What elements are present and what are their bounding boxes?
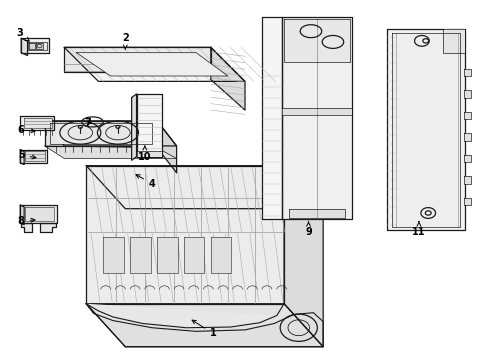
Polygon shape <box>284 166 323 347</box>
Polygon shape <box>49 123 152 144</box>
Polygon shape <box>464 176 471 184</box>
Polygon shape <box>137 151 162 157</box>
Text: 9: 9 <box>305 221 312 237</box>
Polygon shape <box>20 205 24 225</box>
Polygon shape <box>45 146 176 158</box>
Polygon shape <box>36 43 43 49</box>
Text: 8: 8 <box>18 216 35 226</box>
Polygon shape <box>184 237 204 273</box>
Polygon shape <box>130 237 151 273</box>
Polygon shape <box>27 42 47 50</box>
Polygon shape <box>262 17 282 220</box>
Text: 2: 2 <box>122 33 129 49</box>
Polygon shape <box>157 237 177 273</box>
Polygon shape <box>86 166 284 304</box>
Text: 3: 3 <box>17 28 29 41</box>
Polygon shape <box>64 47 245 81</box>
Polygon shape <box>387 30 465 230</box>
Text: 1: 1 <box>192 320 217 338</box>
Polygon shape <box>28 43 35 49</box>
Polygon shape <box>392 33 460 226</box>
Polygon shape <box>20 116 54 130</box>
Polygon shape <box>76 53 228 76</box>
Polygon shape <box>211 47 245 110</box>
Polygon shape <box>443 30 465 53</box>
Polygon shape <box>25 151 45 161</box>
Polygon shape <box>21 39 49 53</box>
Polygon shape <box>86 166 323 209</box>
Polygon shape <box>464 155 471 162</box>
Polygon shape <box>282 108 352 116</box>
Polygon shape <box>20 149 47 163</box>
Polygon shape <box>157 121 176 173</box>
Polygon shape <box>45 121 176 146</box>
Polygon shape <box>137 94 162 157</box>
Text: 4: 4 <box>136 175 155 189</box>
Polygon shape <box>25 207 54 221</box>
Polygon shape <box>464 112 471 119</box>
Text: 5: 5 <box>18 150 36 160</box>
Polygon shape <box>464 134 471 140</box>
Polygon shape <box>20 205 57 223</box>
Polygon shape <box>289 209 345 218</box>
Polygon shape <box>86 304 323 347</box>
Polygon shape <box>21 223 32 232</box>
Polygon shape <box>45 121 157 146</box>
Polygon shape <box>20 149 24 165</box>
Polygon shape <box>64 47 211 72</box>
Polygon shape <box>132 94 137 160</box>
Text: 11: 11 <box>412 221 426 237</box>
Polygon shape <box>211 237 231 273</box>
Polygon shape <box>284 19 350 62</box>
Polygon shape <box>86 304 277 328</box>
Text: 6: 6 <box>18 125 35 135</box>
Polygon shape <box>86 304 323 347</box>
Polygon shape <box>464 90 471 98</box>
Polygon shape <box>24 118 52 128</box>
Text: 7: 7 <box>84 118 92 128</box>
Polygon shape <box>282 17 352 220</box>
Polygon shape <box>103 237 124 273</box>
Polygon shape <box>40 223 56 232</box>
Polygon shape <box>464 69 471 76</box>
Polygon shape <box>21 39 27 55</box>
Polygon shape <box>464 198 471 205</box>
Text: 10: 10 <box>138 146 151 162</box>
